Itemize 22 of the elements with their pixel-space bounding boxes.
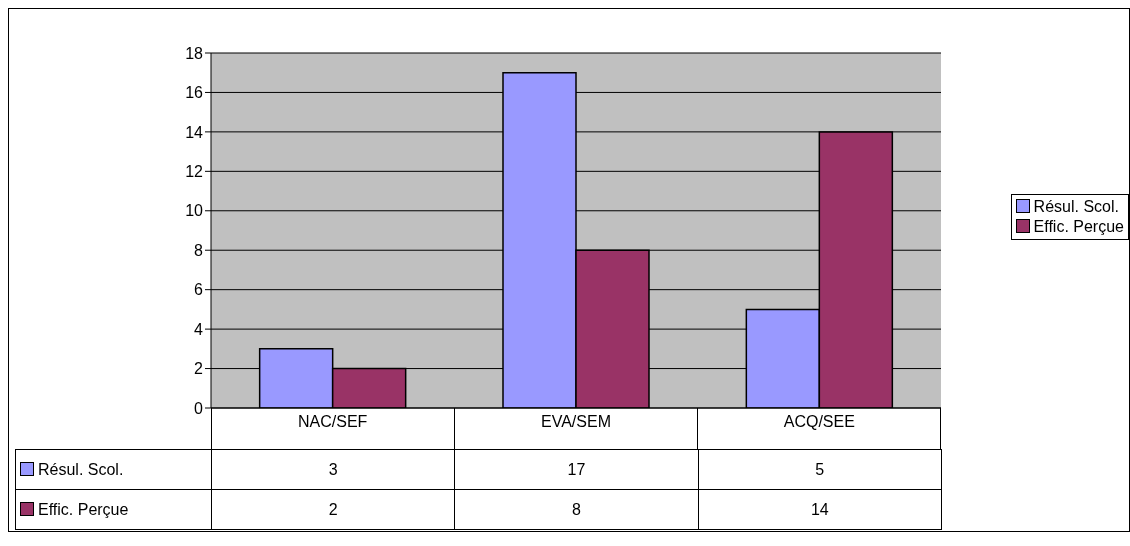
y-tick-label: 4	[194, 320, 204, 338]
y-tick-label: 8	[194, 241, 204, 259]
text: Effic. Perçue	[38, 500, 129, 518]
x-tick-label: EVA/SEM	[541, 413, 611, 431]
data-label: 3	[211, 449, 455, 490]
y-tick-label: 12	[185, 163, 204, 181]
x-tick-label: ACQ/SEE	[783, 413, 855, 431]
legend-label: Résul. Scol.	[38, 460, 124, 478]
data-label: 5	[698, 449, 942, 490]
y-tick-label: 6	[194, 281, 204, 299]
text: Résul. Scol.	[1033, 198, 1119, 215]
y-tick-label: 14	[185, 123, 204, 141]
x-tick-label: NAC/SEF	[297, 413, 368, 431]
data-label: 17	[454, 449, 699, 490]
y-tick-label: 2	[194, 360, 204, 378]
y-tick-label: 10	[185, 202, 204, 220]
data-label: 8	[454, 489, 699, 530]
y-tick-label: 0	[194, 399, 204, 417]
data-label: 14	[698, 489, 942, 530]
y-tick-label: 18	[185, 44, 204, 62]
legend-label: Effic. Perçue	[1033, 218, 1124, 235]
y-tick-label: 16	[185, 84, 204, 102]
